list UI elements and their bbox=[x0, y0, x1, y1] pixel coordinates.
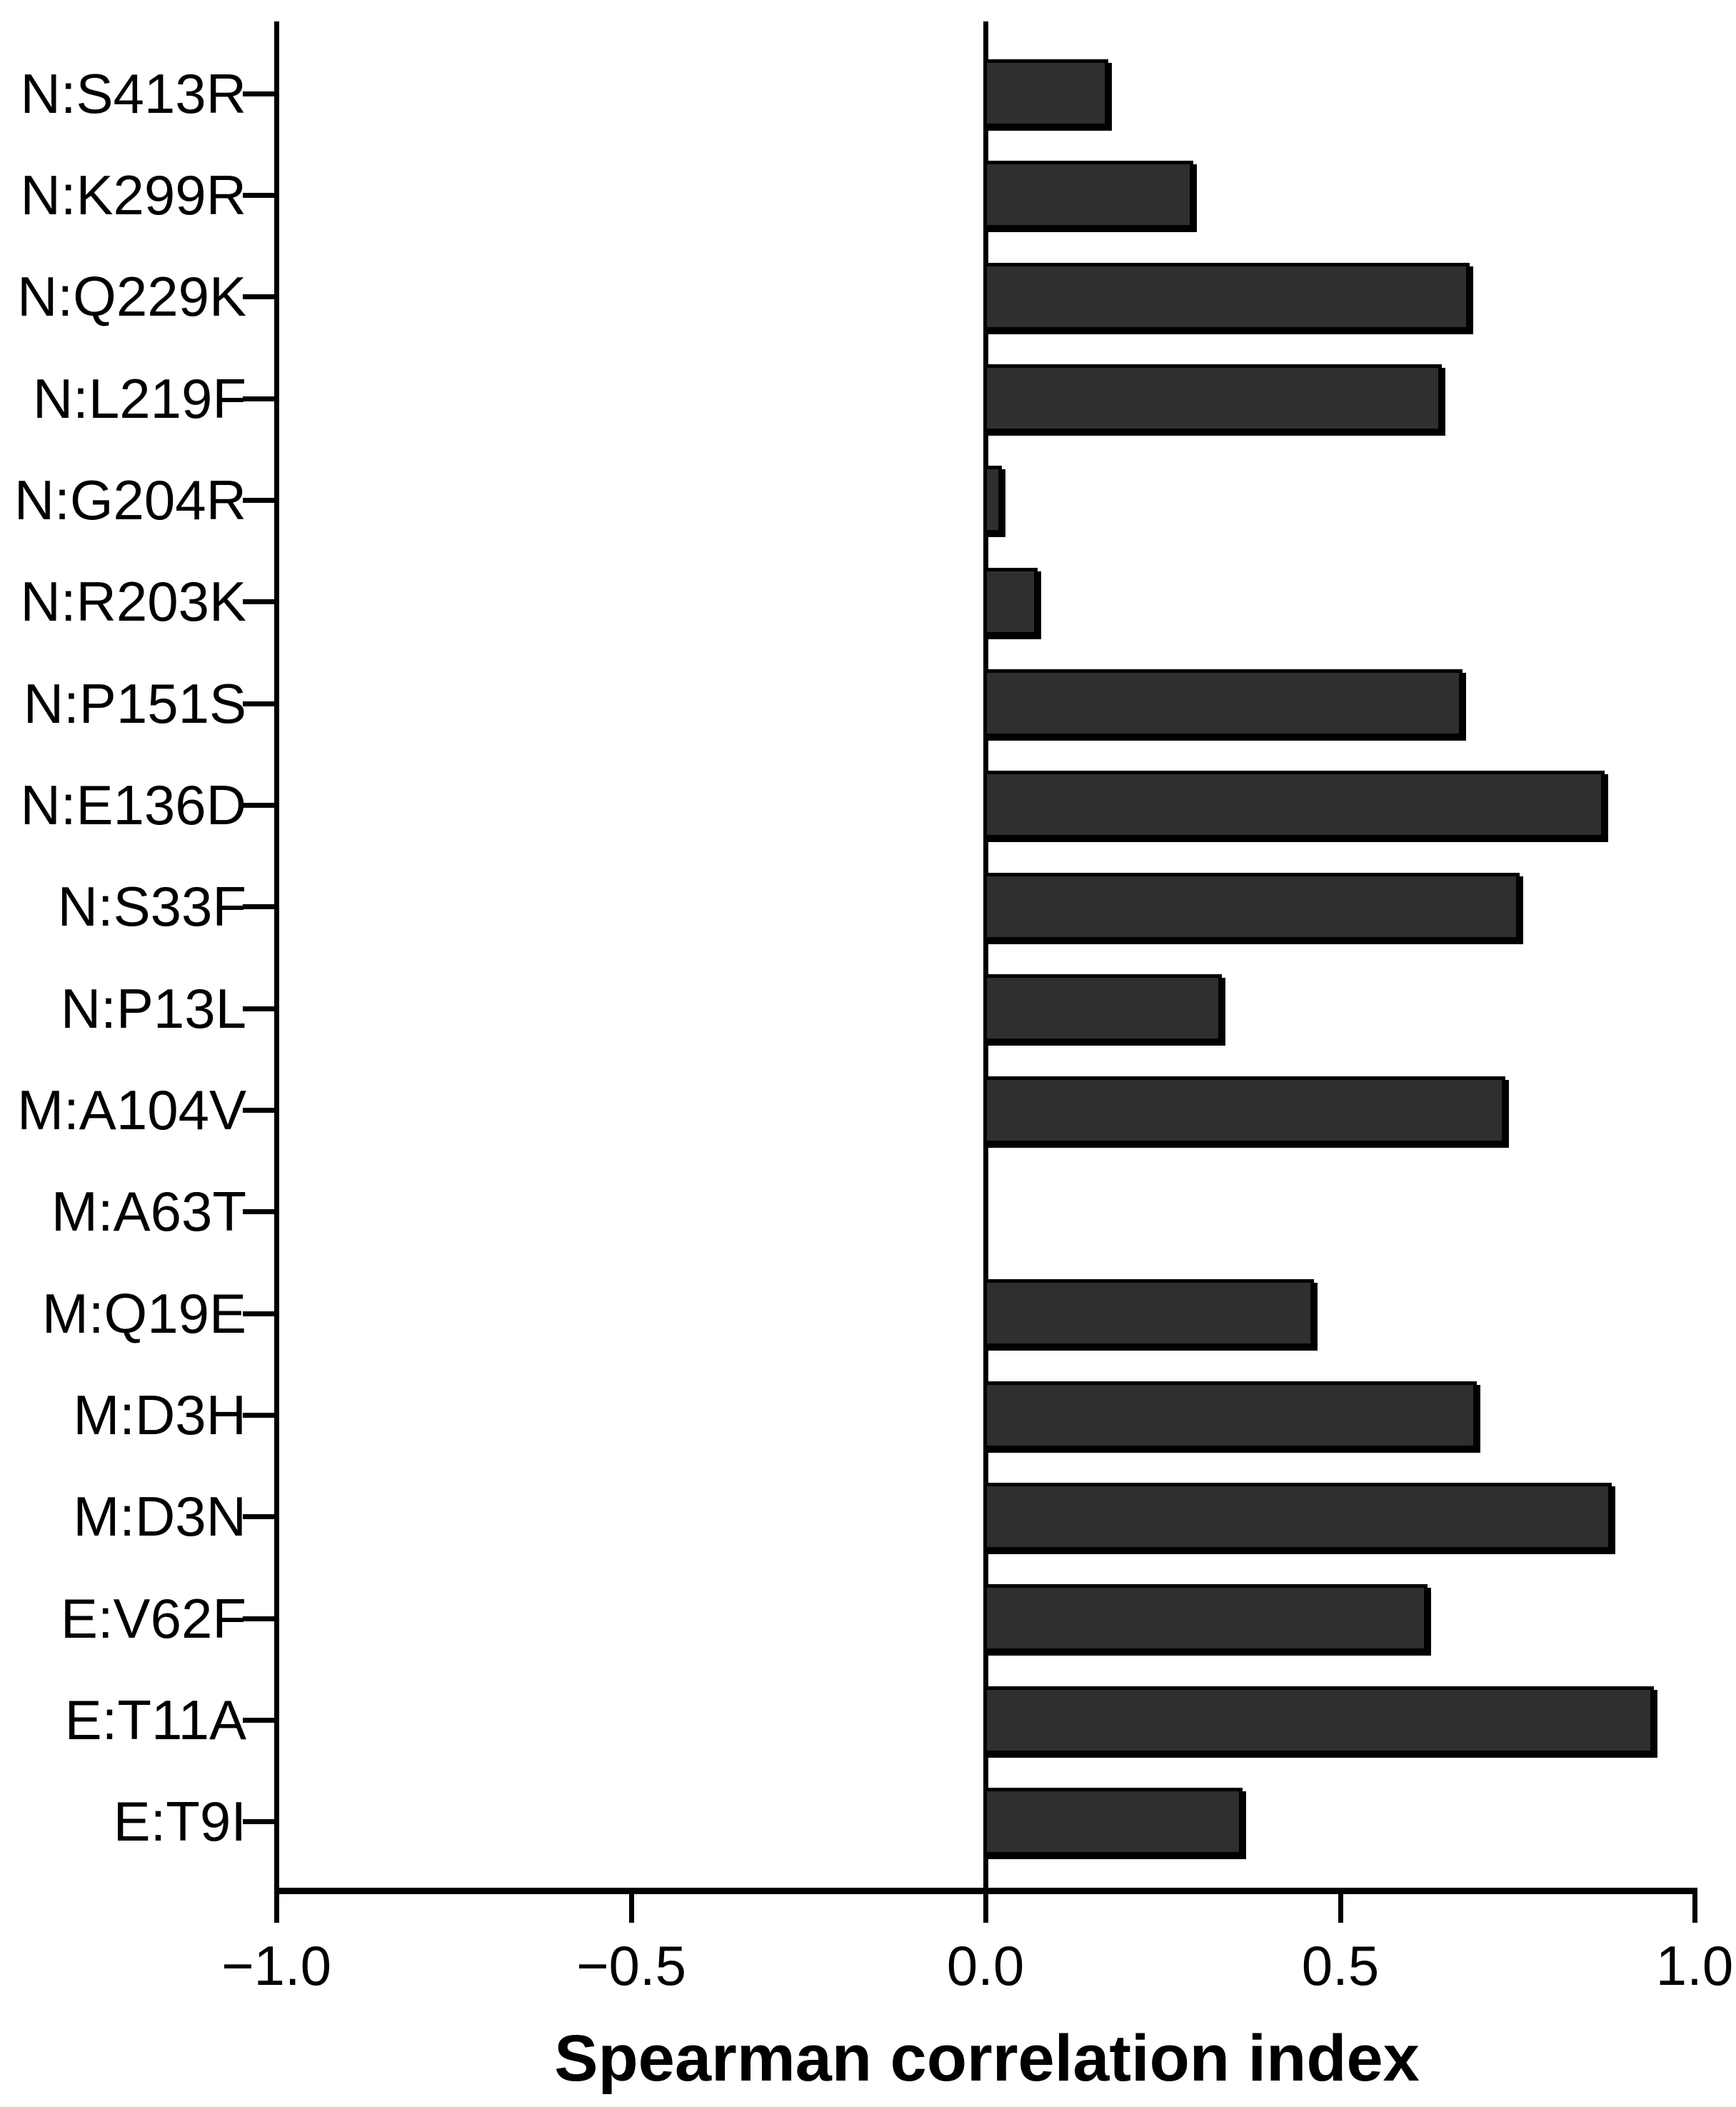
bar-n-k299r bbox=[983, 161, 1193, 229]
y-tick-label: N:E136D bbox=[20, 774, 247, 836]
y-tick bbox=[243, 1819, 276, 1824]
y-tick-label: M:Q19E bbox=[41, 1282, 246, 1345]
y-tick-label: N:S33F bbox=[57, 875, 246, 938]
bar-n-s33f bbox=[983, 872, 1520, 941]
y-tick bbox=[243, 904, 276, 909]
y-tick bbox=[243, 599, 276, 604]
y-tick bbox=[243, 1209, 276, 1214]
bar-e-v62f bbox=[983, 1584, 1428, 1653]
y-tick-label: E:T11A bbox=[64, 1688, 246, 1751]
x-tick-label: −0.5 bbox=[576, 1934, 686, 1997]
y-tick bbox=[243, 701, 276, 706]
x-axis-title: Spearman correlation index bbox=[554, 2022, 1420, 2095]
y-tick-label: E:T9I bbox=[113, 1790, 246, 1853]
x-tick-label: −1.0 bbox=[221, 1934, 331, 1997]
y-tick bbox=[243, 396, 276, 401]
y-tick bbox=[243, 1514, 276, 1519]
bar-e-t11a bbox=[983, 1686, 1654, 1754]
y-tick bbox=[243, 1311, 276, 1316]
y-tick-label: N:S413R bbox=[20, 62, 247, 125]
x-tick bbox=[1338, 1888, 1343, 1923]
x-tick bbox=[274, 1888, 279, 1923]
x-tick-label: 0.5 bbox=[1301, 1934, 1380, 1997]
x-tick bbox=[983, 1888, 988, 1923]
y-tick-label: N:L219F bbox=[32, 367, 246, 430]
y-tick-label: M:A63T bbox=[51, 1180, 246, 1243]
bar-m-d3n bbox=[983, 1482, 1612, 1551]
x-tick-label: 1.0 bbox=[1655, 1934, 1734, 1997]
x-tick-label: 0.0 bbox=[946, 1934, 1025, 1997]
y-tick bbox=[243, 803, 276, 808]
bar-m-q19e bbox=[983, 1279, 1314, 1348]
zero-baseline bbox=[983, 21, 988, 1888]
y-axis-spine bbox=[274, 21, 279, 1888]
y-tick-label: N:P13L bbox=[60, 977, 246, 1040]
y-tick bbox=[243, 1006, 276, 1011]
bar-n-r203k bbox=[983, 567, 1038, 636]
y-tick-label: N:P151S bbox=[23, 672, 246, 735]
y-tick bbox=[243, 193, 276, 198]
y-tick bbox=[243, 1108, 276, 1113]
y-tick-label: N:Q229K bbox=[17, 265, 246, 328]
bar-n-q229k bbox=[983, 262, 1470, 331]
bar-n-g204r bbox=[983, 466, 1002, 534]
y-tick bbox=[243, 1413, 276, 1418]
y-tick bbox=[243, 1718, 276, 1723]
bar-n-l219f bbox=[983, 364, 1442, 433]
x-tick bbox=[1692, 1888, 1697, 1923]
y-tick-label: N:G204R bbox=[14, 469, 246, 531]
y-tick-label: E:V62F bbox=[60, 1587, 246, 1650]
bar-n-p13l bbox=[983, 974, 1222, 1043]
y-tick bbox=[243, 1616, 276, 1621]
y-tick-label: N:R203K bbox=[20, 570, 247, 633]
bar-e-t9i bbox=[983, 1787, 1243, 1856]
bar-n-p151s bbox=[983, 669, 1462, 738]
x-tick bbox=[629, 1888, 634, 1923]
y-tick bbox=[243, 91, 276, 96]
y-tick bbox=[243, 294, 276, 299]
bar-n-e136d bbox=[983, 771, 1605, 839]
y-tick-label: M:A104V bbox=[17, 1078, 246, 1141]
y-tick-label: N:K299R bbox=[20, 164, 247, 226]
y-tick bbox=[243, 498, 276, 503]
bar-n-s413r bbox=[983, 59, 1108, 127]
bar-m-a104v bbox=[983, 1076, 1505, 1144]
y-tick-label: M:D3H bbox=[73, 1383, 246, 1446]
y-tick-label: M:D3N bbox=[73, 1485, 246, 1548]
bar-m-d3h bbox=[983, 1381, 1477, 1449]
